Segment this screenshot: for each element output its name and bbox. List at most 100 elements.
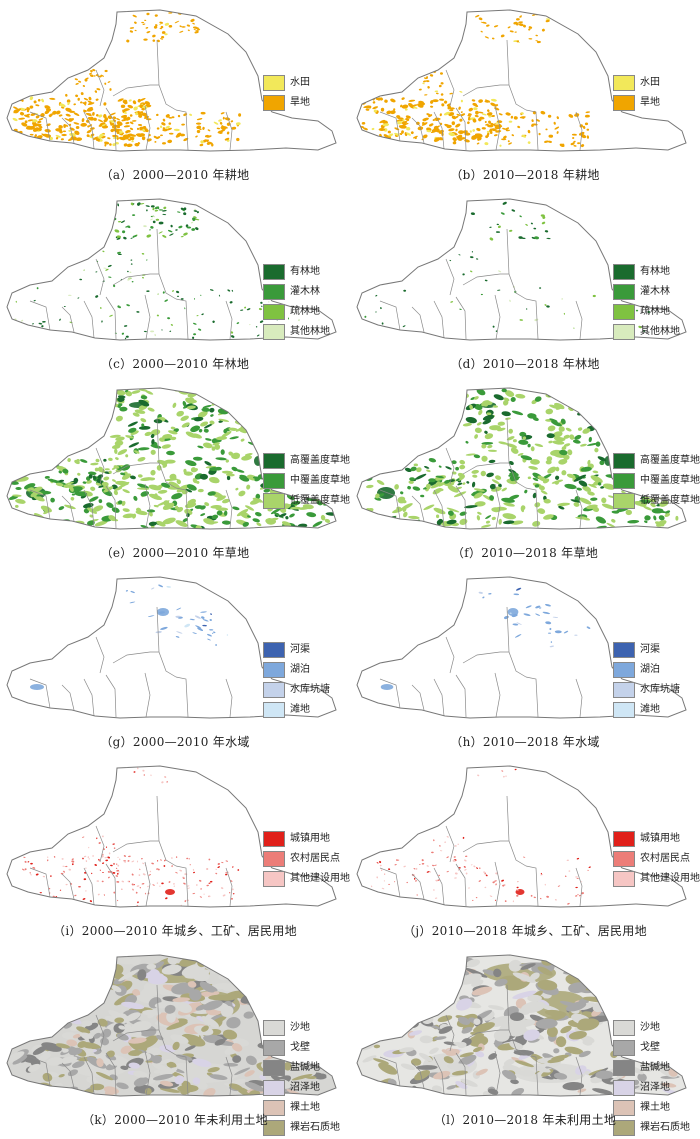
legend-swatch	[263, 702, 285, 718]
panel-caption: （c）2000—2010 年林地	[100, 357, 250, 371]
legend-label: 裸岩石质地	[290, 1122, 340, 1133]
region-map	[6, 954, 337, 1097]
legend-label: 中覆盖度草地	[290, 475, 350, 486]
legend-swatch	[263, 284, 285, 300]
legend-swatch	[613, 473, 635, 489]
legend-label: 盐碱地	[640, 1062, 670, 1073]
land-use-patches	[21, 767, 240, 907]
legend-swatch	[613, 662, 635, 678]
legend-swatch	[613, 95, 635, 111]
legend-label: 河渠	[290, 644, 310, 655]
panel-caption: （j）2010—2018 年城乡、工矿、居民用地	[403, 924, 647, 938]
region-map	[6, 387, 337, 530]
panel-caption: （e）2000—2010 年草地	[100, 546, 250, 560]
legend-swatch	[613, 264, 635, 280]
legend-label: 盐碱地	[290, 1062, 320, 1073]
legend-swatch	[263, 304, 285, 320]
legend-label: 湖泊	[290, 664, 310, 675]
legend-swatch	[263, 662, 285, 678]
region-map	[6, 198, 337, 341]
map-panel: 有林地 灌木林 疏林地 其他林地 （c）2000—2010 年林地	[0, 189, 350, 378]
region-outline	[6, 576, 337, 719]
region-map	[6, 765, 337, 908]
legend-swatch	[613, 702, 635, 718]
legend-swatch	[263, 851, 285, 867]
legend-swatch	[263, 75, 285, 91]
legend-swatch	[263, 1020, 285, 1036]
land-use-patches	[370, 768, 591, 907]
legend-label: 沙地	[290, 1022, 310, 1033]
legend-swatch	[263, 95, 285, 111]
legend-swatch	[263, 871, 285, 887]
panel-caption: （d）2010—2018 年林地	[450, 357, 600, 371]
legend-swatch	[263, 1040, 285, 1056]
legend-label: 旱地	[640, 97, 660, 108]
legend-swatch	[263, 473, 285, 489]
legend-swatch	[613, 1100, 635, 1116]
legend-label: 其他林地	[290, 326, 330, 337]
legend-swatch	[613, 1060, 635, 1076]
legend-label: 其他建设用地	[640, 873, 700, 884]
region-map	[356, 198, 687, 341]
region-outline	[6, 765, 337, 908]
legend-swatch	[263, 1080, 285, 1096]
legend-label: 戈壁	[290, 1042, 310, 1053]
legend-label: 湖泊	[640, 664, 660, 675]
legend-swatch	[613, 831, 635, 847]
legend-swatch	[613, 304, 635, 320]
legend-swatch	[263, 493, 285, 509]
legend-label: 疏林地	[640, 306, 670, 317]
map-panel: 有林地 灌木林 疏林地 其他林地 （d）2010—2018 年林地	[350, 189, 700, 378]
legend-label: 低覆盖度草地	[640, 495, 700, 506]
region-map	[356, 9, 687, 152]
legend-label: 灌木林	[640, 286, 670, 297]
legend-label: 其他建设用地	[290, 873, 350, 884]
legend-label: 水田	[640, 77, 660, 88]
region-outline	[6, 387, 337, 530]
land-use-patches	[364, 201, 650, 333]
legend-label: 高覆盖度草地	[640, 455, 700, 466]
legend-label: 裸土地	[640, 1102, 670, 1113]
region-map	[356, 576, 687, 719]
legend-label: 有林地	[640, 266, 670, 277]
map-panel: 河渠 湖泊 水库坑塘 滩地 （g）2000—2010 年水域	[0, 567, 350, 756]
legend-swatch	[613, 284, 635, 300]
region-map	[6, 576, 337, 719]
region-outline	[6, 9, 337, 152]
legend-label: 灌木林	[290, 286, 320, 297]
map-panel: 城镇用地 农村居民点 其他建设用地 （i）2000—2010 年城乡、工矿、居民用地	[0, 756, 350, 945]
map-panel: 水田旱地 （b）2010—2018 年耕地	[350, 0, 700, 189]
legend-swatch	[263, 453, 285, 469]
legend-swatch	[613, 324, 635, 340]
legend-swatch	[613, 682, 635, 698]
legend-label: 旱地	[290, 97, 310, 108]
legend-swatch	[263, 642, 285, 658]
legend-label: 水田	[290, 77, 310, 88]
region-outline	[6, 198, 337, 341]
panel-caption: （a）2000—2010 年耕地	[100, 168, 250, 182]
legend-label: 高覆盖度草地	[290, 455, 350, 466]
region-outline	[356, 9, 687, 152]
land-use-patches	[360, 13, 591, 148]
legend-label: 沙地	[640, 1022, 660, 1033]
legend-swatch	[613, 642, 635, 658]
region-map	[356, 954, 687, 1097]
map-panel: 高覆盖度草地 中覆盖度草地 低覆盖度草地 （f）2010—2018 年草地	[350, 378, 700, 567]
region-map	[6, 9, 337, 152]
region-outline	[356, 765, 687, 908]
region-map	[356, 387, 687, 530]
legend-label: 沼泽地	[640, 1082, 670, 1093]
map-panel: 沙地 戈壁 盐碱地 沼泽地 裸土地 裸岩石质地 （k）2000—2010 年未利用土地	[0, 945, 350, 1136]
map-panel: 高覆盖度草地 中覆盖度草地 低覆盖度草地 （e）2000—2010 年草地	[0, 378, 350, 567]
map-panel: 沙地 戈壁 盐碱地 沼泽地 裸土地 裸岩石质地 （l）2010—2018 年未利用土地	[350, 945, 700, 1136]
legend-label: 中覆盖度草地	[640, 475, 700, 486]
legend-swatch	[263, 831, 285, 847]
legend-swatch	[613, 493, 635, 509]
panel-caption: （l）2010—2018 年未利用土地	[433, 1113, 617, 1127]
legend-swatch	[263, 682, 285, 698]
region-outline	[6, 954, 337, 1097]
legend-swatch	[263, 1100, 285, 1116]
legend-label: 水库坑塘	[290, 684, 330, 695]
panel-caption: （b）2010—2018 年耕地	[450, 168, 600, 182]
legend-label: 农村居民点	[290, 853, 340, 864]
